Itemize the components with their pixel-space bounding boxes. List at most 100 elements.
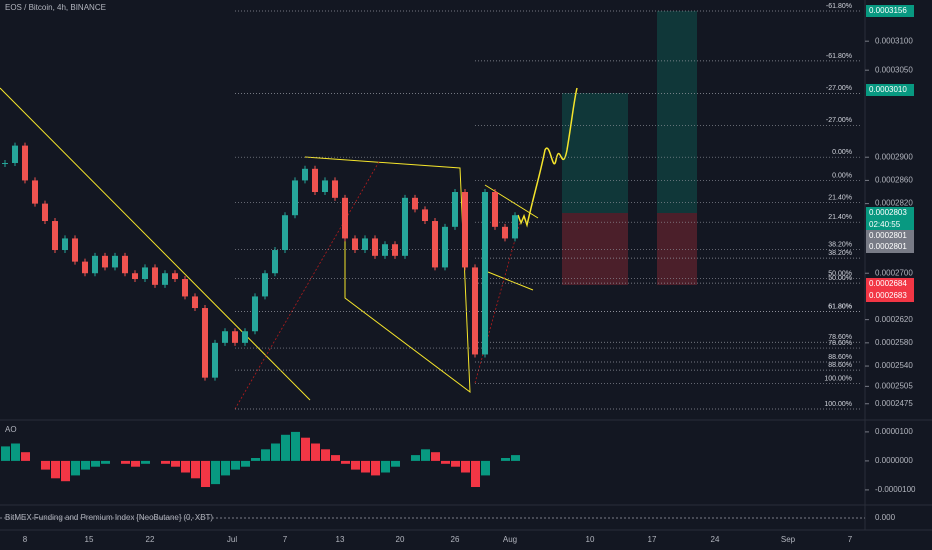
candle: [22, 145, 28, 181]
tag-box: [866, 219, 914, 231]
price-tag: 0.0002803: [866, 207, 914, 219]
x-tick-label: 22: [146, 535, 155, 544]
fib-label: 50.00%: [828, 275, 852, 282]
x-tick-label: 24: [711, 535, 720, 544]
price-tag: 0.0003156: [866, 5, 914, 17]
candle: [232, 331, 238, 343]
candle: [182, 279, 188, 297]
y-tick-label: 0.0003050: [875, 65, 913, 74]
candle: [412, 197, 418, 210]
ao-bar: [281, 434, 290, 461]
candle: [452, 192, 458, 227]
fib-label: 88.60%: [828, 354, 852, 361]
ao-bar: [311, 443, 320, 461]
stop-zone: [657, 213, 697, 285]
ao-bar: [511, 455, 520, 461]
x-tick-label: 7: [283, 535, 288, 544]
tag-label: 0.0002803: [869, 208, 907, 217]
candle: [202, 308, 208, 378]
fib-label: 78.60%: [828, 334, 852, 341]
fib-label: 38.20%: [828, 241, 852, 248]
candle: [92, 255, 98, 274]
ao-bar: [301, 437, 310, 461]
ao-bar: [91, 460, 100, 467]
candle: [352, 238, 358, 251]
ao-bar: [481, 460, 490, 476]
candle: [282, 215, 288, 251]
ao-bar: [181, 460, 190, 473]
y-tick-label: -0.0000100: [875, 485, 916, 494]
candle: [322, 180, 328, 193]
tag-label: 02:40:55: [869, 220, 901, 229]
candle: [442, 226, 448, 268]
ao-bar: [421, 449, 430, 461]
tag-label: 0.0002684: [869, 279, 907, 288]
candle: [422, 209, 428, 222]
fib-label: 0.00%: [832, 149, 852, 156]
ao-bar: [381, 460, 390, 473]
x-tick-label: 8: [23, 535, 28, 544]
ao-bar: [471, 460, 480, 488]
y-tick-label: 0.0002540: [875, 361, 913, 370]
ao-bar: [61, 460, 70, 482]
ao-bar: [131, 460, 140, 467]
ao-bar: [171, 460, 180, 467]
y-tick-label: 0.000: [875, 513, 896, 522]
candle: [42, 203, 48, 222]
y-tick-label: 0.0000100: [875, 427, 913, 436]
price-tag: 0.0002684: [866, 278, 914, 290]
x-tick-label: 13: [336, 535, 345, 544]
ao-bar: [461, 460, 470, 473]
tag-box: [866, 241, 914, 253]
target-zone: [657, 11, 697, 213]
ao-bar: [1, 446, 10, 461]
ao-bar: [21, 452, 30, 461]
y-tick-label: 0.0002700: [875, 268, 913, 277]
candle: [342, 197, 348, 239]
candle: [262, 273, 268, 297]
symbol-title: EOS / Bitcoin, 4h, BINANCE: [5, 3, 106, 12]
ao-bar: [221, 460, 230, 476]
candle: [272, 250, 278, 274]
tag-box: [866, 207, 914, 219]
tag-box: [866, 230, 914, 242]
y-tick-label: 0.0000000: [875, 456, 913, 465]
fib-label: 88.60%: [828, 362, 852, 369]
candle: [502, 226, 508, 239]
tag-box: [866, 84, 914, 96]
ao-bar: [81, 460, 90, 470]
candle: [512, 215, 518, 239]
price-tag: 0.0003010: [866, 84, 914, 96]
ao-bar: [341, 460, 350, 464]
fib-label: 100.00%: [824, 401, 852, 408]
price-tag: 0.0002801: [866, 241, 914, 253]
ao-bar: [41, 460, 50, 470]
tag-label: 0.0003156: [869, 6, 907, 15]
ao-bar: [271, 443, 280, 461]
ao-bar: [191, 460, 200, 479]
indicator-title: AO: [5, 425, 17, 434]
candle: [332, 180, 338, 198]
candle: [12, 145, 18, 164]
candle: [172, 273, 178, 280]
candle: [402, 197, 408, 256]
ao-bar: [71, 460, 80, 476]
fib-label: 0.00%: [832, 172, 852, 179]
tag-label: 0.0003010: [869, 85, 907, 94]
candle: [302, 168, 308, 181]
ao-bar: [371, 460, 380, 476]
candle: [132, 273, 138, 280]
candle: [372, 238, 378, 256]
ao-bar: [331, 455, 340, 461]
candle: [252, 296, 258, 332]
y-tick-label: 0.0002475: [875, 399, 913, 408]
y-tick-label: 0.0002620: [875, 315, 913, 324]
candle: [472, 267, 478, 355]
fib-label: 100.00%: [824, 375, 852, 382]
trend-line: [487, 271, 534, 291]
y-tick-label: 0.0002900: [875, 152, 913, 161]
candle: [192, 296, 198, 309]
ao-bar: [11, 443, 20, 461]
candle: [462, 192, 468, 268]
